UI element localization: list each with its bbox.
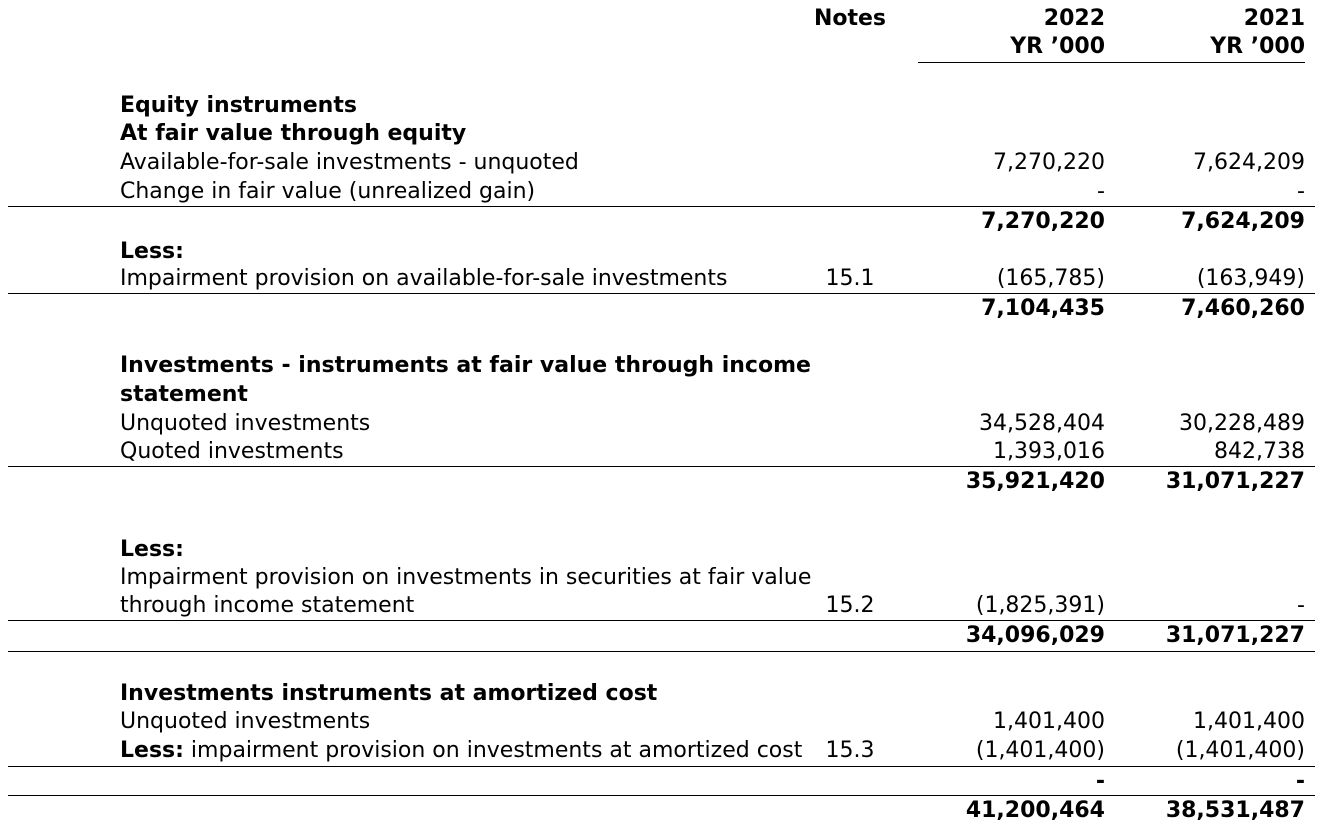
afs-impairment-2022: (165,785) [996, 266, 1105, 291]
rule-grand-total [8, 795, 1315, 796]
fvis-impairment-2021: - [1297, 593, 1305, 618]
amortized-impairment-note: 15.3 [825, 738, 875, 763]
notes-header: Notes [813, 6, 887, 31]
fvis-quoted-2022: 1,393,016 [993, 439, 1105, 464]
fvis-impairment-2022: (1,825,391) [975, 593, 1105, 618]
equity-net-2022: 7,104,435 [981, 296, 1105, 321]
rule-fvis-net-bottom [8, 651, 1315, 652]
grand-total-2022: 41,200,464 [965, 798, 1105, 823]
year-2021-header: 2021 [1243, 6, 1305, 31]
amortized-impairment-text: impairment provision on investments at a… [183, 738, 803, 763]
rule-fvis-net-top [8, 620, 1315, 621]
fvis-quoted-label: Quoted investments [120, 439, 344, 464]
amortized-impairment-label: Less: impairment provision on investment… [120, 737, 802, 765]
change-fv-label: Change in fair value (unrealized gain) [120, 179, 536, 204]
change-fv-2021: - [1297, 179, 1305, 204]
fvis-subtotal-2021: 31,071,227 [1165, 469, 1305, 494]
rule-equity-subtotal [8, 206, 1315, 207]
fvis-title-line2: statement [120, 382, 248, 407]
amortized-impairment-2022: (1,401,400) [975, 738, 1105, 763]
equity-net-2021: 7,460,260 [1181, 296, 1305, 321]
header-rule [918, 62, 1305, 63]
change-fv-2022: - [1097, 179, 1105, 204]
amortized-unquoted-label: Unquoted investments [120, 709, 371, 734]
equity-less-label: Less: [120, 239, 184, 264]
year-2022-header: 2022 [1043, 6, 1105, 31]
afs-label: Available-for-sale investments - unquote… [120, 150, 579, 175]
fvis-less-label: Less: [120, 537, 184, 562]
amortized-less-label: Less: [120, 738, 184, 763]
afs-2021: 7,624,209 [1193, 150, 1305, 175]
year-2022-unit: YR ’000 [1010, 34, 1105, 59]
fvis-unquoted-label: Unquoted investments [120, 411, 371, 436]
fvis-impairment-label-line1: Impairment provision on investments in s… [120, 565, 812, 590]
fvis-subtotal-2022: 35,921,420 [965, 469, 1105, 494]
rule-fvis-subtotal [8, 466, 1315, 467]
fvis-impairment-note: 15.2 [825, 593, 875, 618]
equity-subtotal-2022: 7,270,220 [981, 209, 1105, 234]
fvis-net-2021: 31,071,227 [1165, 623, 1305, 648]
amortized-unquoted-2021: 1,401,400 [1193, 709, 1305, 734]
equity-title: Equity instruments [120, 93, 357, 118]
amortized-impairment-2021: (1,401,400) [1175, 738, 1305, 763]
amortized-net-2021: - [1295, 769, 1305, 794]
amortized-unquoted-2022: 1,401,400 [993, 709, 1105, 734]
afs-2022: 7,270,220 [993, 150, 1105, 175]
year-2021-unit: YR ’000 [1210, 34, 1305, 59]
fvis-title-line1: Investments - instruments at fair value … [120, 353, 811, 378]
fvis-net-2022: 34,096,029 [965, 623, 1105, 648]
amortized-title: Investments instruments at amortized cos… [120, 681, 658, 706]
afs-impairment-label: Impairment provision on available-for-sa… [120, 266, 728, 291]
rule-equity-net [8, 293, 1315, 294]
afs-impairment-note: 15.1 [825, 266, 875, 291]
fvis-impairment-label-line2: through income statement [120, 593, 415, 618]
grand-total-2021: 38,531,487 [1165, 798, 1305, 823]
rule-amortized-net [8, 766, 1315, 767]
equity-subtotal-2021: 7,624,209 [1181, 209, 1305, 234]
equity-subtitle: At fair value through equity [120, 121, 467, 146]
afs-impairment-2021: (163,949) [1196, 266, 1305, 291]
fvis-unquoted-2021: 30,228,489 [1179, 411, 1305, 436]
amortized-net-2022: - [1095, 769, 1105, 794]
fvis-unquoted-2022: 34,528,404 [979, 411, 1105, 436]
fvis-quoted-2021: 842,738 [1214, 439, 1305, 464]
